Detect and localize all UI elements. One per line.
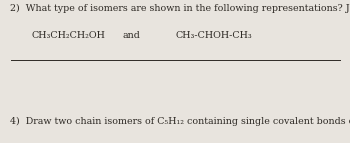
Text: and: and (122, 31, 140, 40)
Text: 2)  What type of isomers are shown in the following representations? Justify you: 2) What type of isomers are shown in the… (10, 4, 350, 13)
Text: CH₃CH₂CH₂OH: CH₃CH₂CH₂OH (32, 31, 105, 40)
Text: CH₃-CHOH-CH₃: CH₃-CHOH-CH₃ (175, 31, 252, 40)
Text: 4)  Draw two chain isomers of C₅H₁₂ containing single covalent bonds only betwee: 4) Draw two chain isomers of C₅H₁₂ conta… (10, 117, 350, 126)
